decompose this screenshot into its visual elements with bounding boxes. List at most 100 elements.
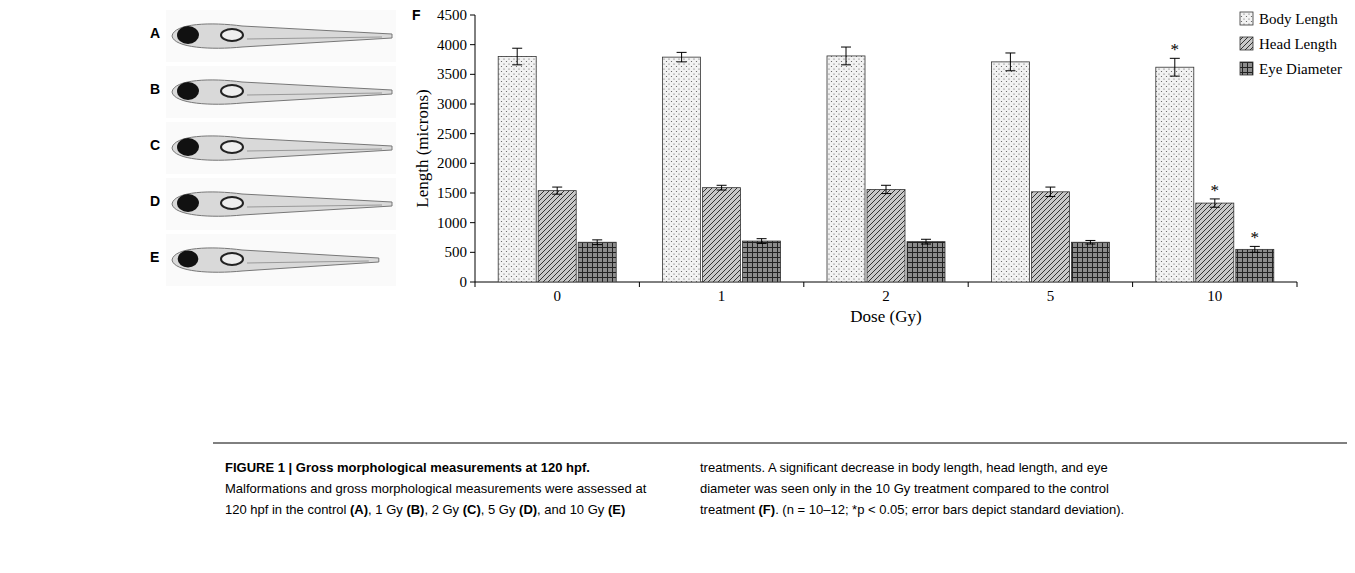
caption-span: 120 hpf in the control [225,502,350,517]
y-tick-label: 3500 [437,66,467,82]
y-tick [470,104,475,105]
bar [1236,249,1274,282]
image-bg [166,234,396,286]
larva-notochord [247,37,382,39]
larva-bladder [221,141,243,153]
larva-body [172,248,379,272]
larva-notochord [247,93,382,95]
error-bar [841,47,851,65]
y-tick-label: 4000 [437,37,467,53]
panel-letter: F [412,7,421,23]
y-tick-label: 500 [445,244,468,260]
larva-bladder [221,29,243,41]
significance-star: * [1211,181,1220,200]
bar [1196,203,1234,282]
error-bar [552,187,562,194]
caption-line: diameter was seen only in the 10 Gy trea… [700,481,1109,496]
bar [1031,192,1069,282]
x-axis-title: Dose (Gy) [850,307,921,326]
marks [498,47,1274,282]
legend-swatch [1240,62,1253,75]
x-tick [475,282,476,287]
error-bar [512,48,522,65]
x-tick-label: 10 [1207,288,1222,304]
caption-span: diameter was seen only in the 10 Gy trea… [700,481,1109,496]
caption-span: (D) [519,502,537,517]
caption-span: (C) [463,502,481,517]
y-axis [475,15,476,282]
bar [867,189,905,282]
bar [907,242,945,282]
error-bar [1170,58,1180,76]
bar [498,57,536,282]
larva-image [166,234,396,286]
larva-image [166,122,396,174]
error-bar [757,239,767,244]
significance-star: * [1251,228,1260,247]
caption-span: , and 10 Gy [537,502,608,517]
bar [827,56,865,282]
caption-span: (E) [608,502,625,517]
bar [703,188,741,282]
bar [991,62,1029,282]
error-bar [1045,187,1055,196]
x-tick [803,282,804,287]
caption-line: FIGURE 1 | Gross morphological measureme… [225,460,590,475]
caption-line: 120 hpf in the control (A), 1 Gy (B), 2 … [225,502,625,517]
y-tick [470,133,475,134]
bar [1071,242,1109,282]
image-bg [166,122,396,174]
bar [1156,67,1194,282]
image-bg [166,10,396,62]
caption-line: treatments. A significant decrease in bo… [700,460,1108,475]
caption-span: treatment [700,502,759,517]
y-tick [470,74,475,75]
panel-letter: B [150,81,160,97]
y-tick-label: 3000 [437,96,467,112]
caption-span: (A) [350,502,368,517]
error-bar [677,52,687,61]
larva-body [172,80,392,104]
x-tick-label: 5 [1047,288,1055,304]
y-tick [470,282,475,283]
y-tick-label: 2000 [437,155,467,171]
error-bar [921,239,931,244]
caption-span: (B) [406,502,424,517]
panel-letter: D [150,193,160,209]
legend-swatch [1240,12,1253,25]
error-bar [1085,240,1095,244]
caption-span: (F) [759,502,776,517]
larva-notochord [247,261,369,263]
larva-notochord [247,205,382,207]
y-tick [470,252,475,253]
larva-image [166,178,396,230]
caption-rule [213,443,1347,444]
bar [743,241,781,282]
x-tick [1132,282,1133,287]
x-tick-label: 2 [882,288,890,304]
y-tick-label: 1000 [437,215,467,231]
bar [538,191,576,282]
y-tick [470,222,475,223]
x-tick [968,282,969,287]
larva-bladder [221,85,243,97]
legend-label: Body Length [1259,11,1338,27]
caption-span: Malformations and gross morphological me… [225,481,647,496]
larva-eye [177,138,199,156]
panel-letter: A [150,25,160,41]
larva-image [166,10,396,62]
larva-eye [178,251,199,268]
caption-line: treatment (F). (n = 10–12; *p < 0.05; er… [700,502,1124,517]
error-bar [1210,199,1220,207]
larva-body [172,136,392,160]
larva-image [166,66,396,118]
error-bar [717,185,727,190]
caption-span: treatments. A significant decrease in bo… [700,460,1108,475]
larva-notochord [247,149,382,151]
larva-bladder [221,197,243,209]
panel-letter: C [150,137,160,153]
y-tick-label: 2500 [437,126,467,142]
error-bar [1005,53,1015,71]
larva-eye [177,26,199,44]
larva-eye [177,82,199,100]
